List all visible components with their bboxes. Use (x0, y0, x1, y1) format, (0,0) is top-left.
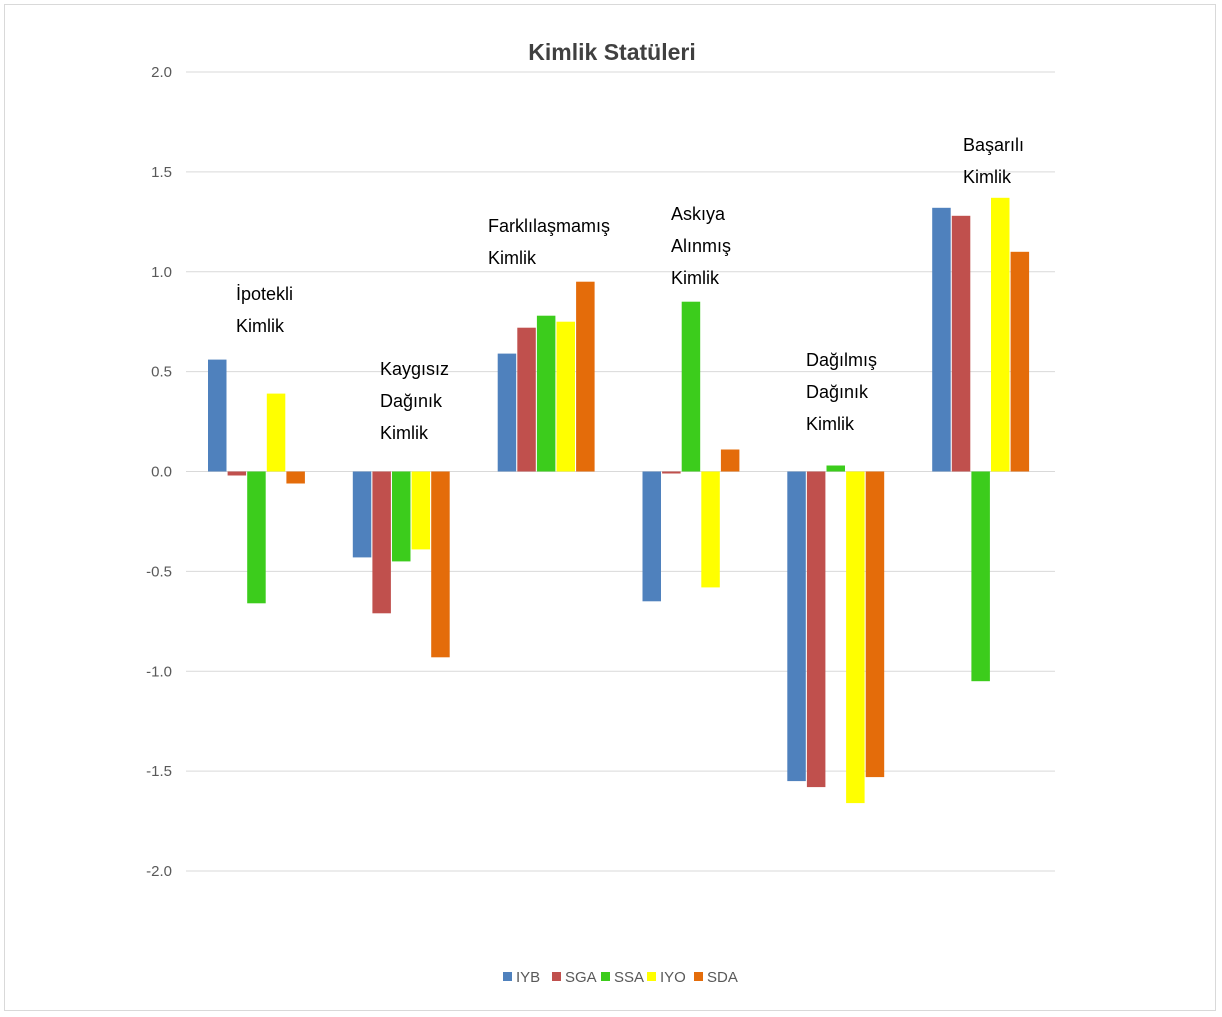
bar-iyb-2 (352, 471, 372, 558)
category-annotation-line: Kimlik (488, 248, 537, 268)
bar-iyo-1 (266, 393, 286, 472)
legend-label-sda: SDA (707, 969, 738, 986)
bar-ssa-6 (971, 471, 990, 682)
bar-iyb-1 (208, 359, 227, 472)
bar-ssa-1 (247, 471, 266, 604)
y-tick-label: 0.0 (151, 464, 172, 481)
category-annotations: İpotekli Kimlik Kaygısız Dağınık Kimlik Farkl… (236, 135, 1024, 443)
bar-sda-5 (865, 471, 885, 778)
category-annotation-line: Kimlik (236, 316, 285, 336)
category-annotation-line: Kaygısız (380, 359, 449, 379)
legend-swatch-ssa (601, 972, 610, 981)
bar-sga-5 (806, 471, 826, 788)
legend-swatch-iyb (503, 972, 512, 981)
chart-title: Kimlik Statüleri (528, 39, 695, 65)
bar-ssa-2 (392, 471, 411, 562)
bar-ssa-4 (681, 301, 701, 472)
legend-swatch-sga (552, 972, 561, 981)
bar-iyo-2 (411, 471, 431, 550)
y-tick-label: 0.5 (151, 364, 172, 381)
legend-label-iyo: IYO (660, 969, 686, 986)
y-tick-label: -1.0 (146, 663, 172, 680)
bar-sda-3 (576, 281, 595, 472)
bar-iyb-4 (642, 471, 661, 602)
legend-label-iyb: IYB (516, 969, 540, 986)
bar-iyo-6 (991, 197, 1010, 472)
y-tick-label: 1.0 (151, 264, 172, 281)
bar-sga-6 (951, 215, 971, 472)
category-annotation-line: Dağılmış (806, 350, 877, 370)
bar-sga-1 (227, 471, 247, 476)
bar-sda-6 (1010, 251, 1030, 472)
category-annotation-line: Dağınık (380, 391, 443, 411)
bar-iyb-3 (497, 353, 517, 472)
y-tick-label: 2.0 (151, 64, 172, 81)
legend-label-ssa: SSA (614, 969, 644, 986)
bar-iyo-3 (556, 321, 575, 472)
bar-sda-2 (431, 471, 450, 658)
bar-sda-1 (286, 471, 305, 484)
category-annotation-line: Başarılı (963, 135, 1024, 155)
bar-sda-4 (720, 449, 740, 472)
y-tick-label: 1.5 (151, 164, 172, 181)
bar-sga-4 (662, 471, 681, 474)
legend-label-sga: SGA (565, 969, 597, 986)
category-annotation-line: Alınmış (671, 236, 731, 256)
bar-iyo-4 (701, 471, 720, 588)
y-tick-label: -0.5 (146, 563, 172, 580)
category-annotation-line: Kimlik (963, 167, 1012, 187)
category-annotation-line: Askıya (671, 204, 726, 224)
bar-ssa-3 (536, 315, 556, 472)
bar-sga-2 (372, 471, 391, 614)
category-annotation-line: Dağınık (806, 382, 869, 402)
bar-sga-3 (517, 327, 536, 472)
category-annotation-line: Kimlik (806, 414, 855, 434)
bar-iyb-6 (932, 207, 951, 472)
category-annotation-line: Kimlik (380, 423, 429, 443)
bar-ssa-5 (826, 465, 845, 472)
category-annotation-line: Kimlik (671, 268, 720, 288)
bars (208, 197, 1030, 804)
y-tick-label: -2.0 (146, 863, 172, 880)
legend-swatch-iyo (647, 972, 656, 981)
category-annotation-line: Farklılaşmamış (488, 216, 610, 236)
legend-swatch-sda (694, 972, 703, 981)
bar-iyb-5 (787, 471, 806, 782)
y-tick-label: -1.5 (146, 763, 172, 780)
bar-iyo-5 (846, 471, 865, 804)
legend: IYB SGA SSA IYO SDA (503, 969, 738, 986)
category-annotation-line: İpotekli (236, 284, 293, 304)
gridlines (186, 71, 1055, 872)
y-axis: 2.0 1.5 1.0 0.5 0.0 -0.5 -1.0 -1.5 -2.0 (146, 64, 172, 880)
